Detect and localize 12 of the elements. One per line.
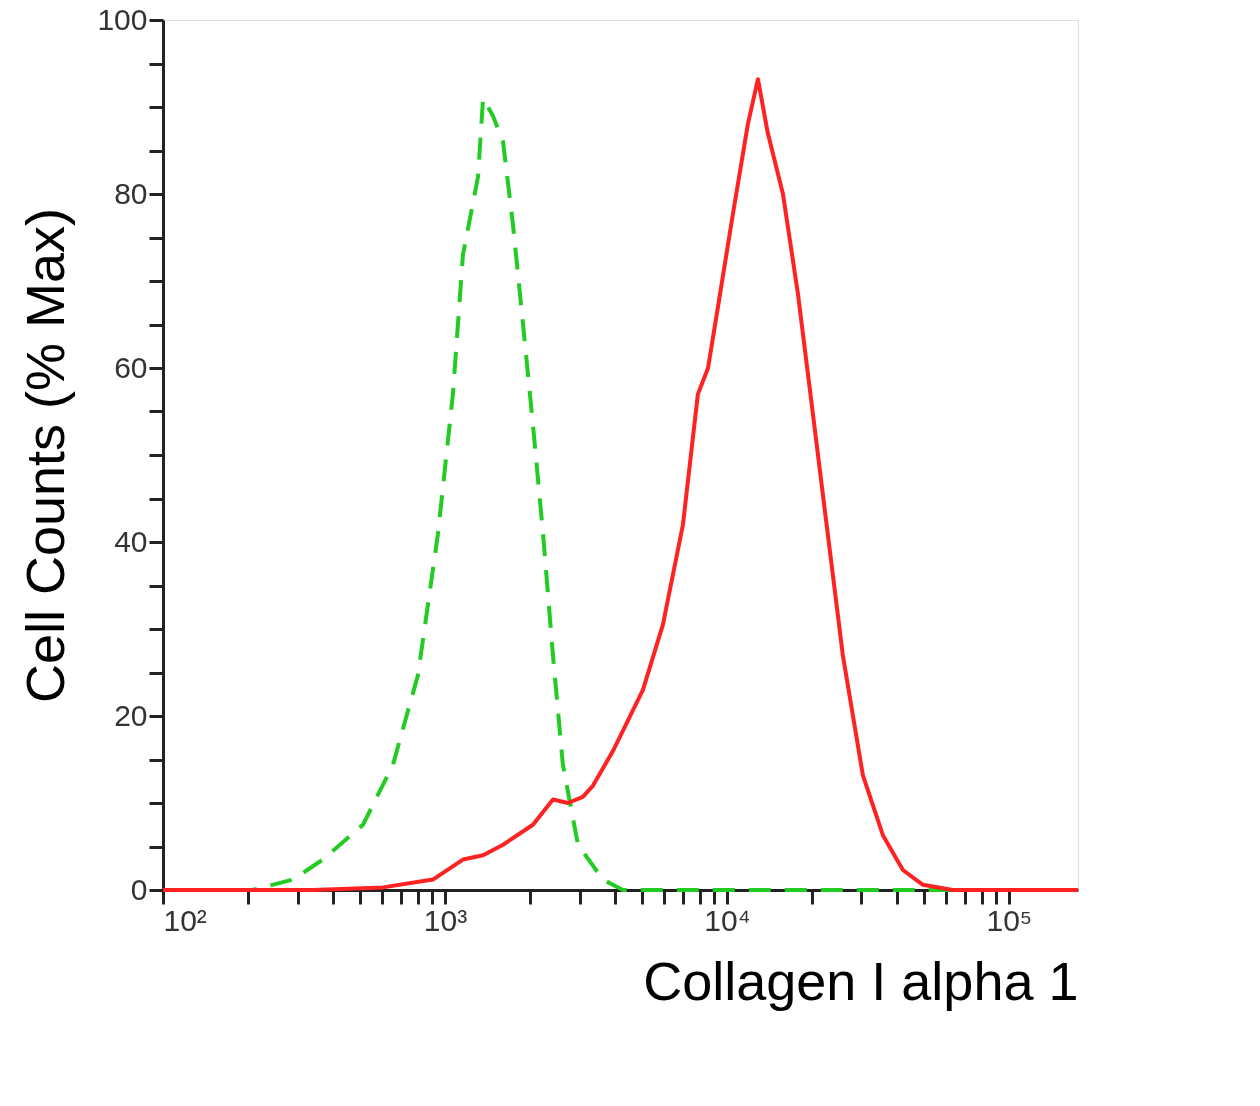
x-axis-title: Collagen I alpha 1	[643, 950, 1079, 1011]
x-tick-label: 10⁴	[704, 903, 751, 937]
y-tick-label: 40	[114, 524, 148, 558]
y-tick-label: 20	[114, 698, 148, 732]
y-axis-title: Cell Counts (% Max)	[15, 207, 76, 704]
x-tick-label: 10³	[423, 903, 468, 937]
y-tick-label: 80	[114, 176, 148, 210]
y-tick-label: 60	[114, 350, 148, 384]
x-tick-label: 10²	[163, 903, 207, 937]
y-tick-label: 100	[97, 2, 148, 36]
x-tick-label: 10⁵	[986, 903, 1033, 937]
y-tick-label: 0	[130, 872, 148, 906]
